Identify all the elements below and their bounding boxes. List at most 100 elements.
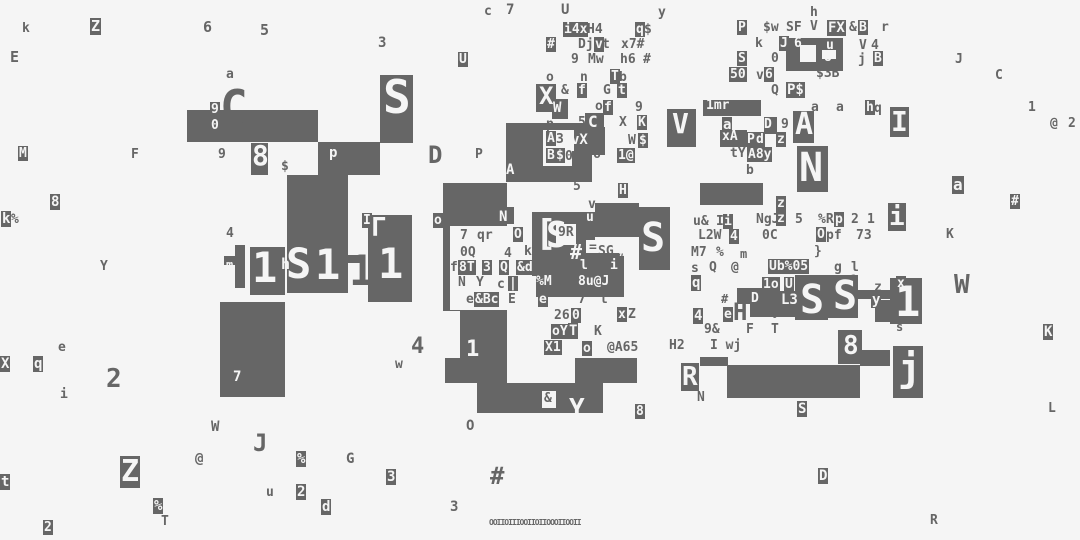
glyph: y [658,5,666,20]
glyph: 1 [895,277,921,326]
dark-block [797,146,828,192]
dark-block [828,275,858,318]
glyph: b [746,163,754,178]
glyph: 5 [578,115,586,130]
glyph: n [580,70,588,85]
glyph: L3 [781,292,798,308]
glyph: 1mr [706,98,730,113]
dark-block [727,365,860,398]
glyph: i [610,258,618,273]
glyph: # [570,246,578,261]
glyph: ? [849,273,858,289]
glyph: z [776,211,786,226]
dark-block [575,358,637,383]
glyph: T [161,514,169,529]
glyph: S [286,239,312,288]
glyph: B [873,51,883,66]
glyph: H4 [587,22,603,37]
glyph: p [546,117,554,132]
glyph: 8 [635,404,645,419]
glyph: %M [536,274,552,289]
glyph: pf [826,228,842,243]
dark-block [251,143,268,175]
glyph: tY [730,146,746,161]
glyph: 5 [260,21,270,39]
glyph: C [995,68,1003,83]
glyph: Q [771,83,779,98]
glyph: D [818,468,829,484]
glyph: 1 [867,212,875,227]
glyph: 9 [635,100,643,115]
glyph: 6d1 [786,243,810,258]
dark-block [536,253,624,297]
dark-block [795,275,828,320]
glyph: C [588,112,598,131]
glyph: a [722,117,733,133]
glyph: 1 [378,239,404,288]
glyph: # [619,245,627,260]
glyph: 8u@J [578,274,610,289]
glyph: d [321,499,332,515]
dark-block [639,207,670,270]
glyph: 7 [506,2,515,18]
glyph: x [896,276,906,291]
glyph: e [723,307,733,322]
glyph: f [577,83,587,98]
glyph: 26 [554,308,570,323]
glyph: o [595,99,603,114]
glyph: e [538,292,548,307]
glyph: 4 [871,38,879,53]
glyph: A [546,131,556,146]
glyph: G [603,83,611,98]
glyph: &z [816,293,832,308]
glyph: 8T [458,260,476,275]
glyph: F [131,147,139,162]
glyph: P$ [786,82,805,98]
dark-block [250,247,285,295]
glyph: 6 [764,67,774,82]
glyph: S [797,401,808,417]
glyph: = [589,240,597,255]
glyph: T [568,323,579,339]
glyph: 9 [218,147,226,162]
glyph: o [546,70,554,85]
glyph: % [296,451,307,467]
glyph: 0C [762,228,778,243]
glyph: 6 [203,18,213,36]
glyph: u [826,38,834,53]
glyph: A [506,162,515,178]
dark-block [187,110,318,142]
glyph: x [617,307,627,322]
glyph: H2 [669,338,685,353]
glyph: v [594,37,604,52]
glyph: I [716,214,724,229]
glyph: A8y [747,147,773,162]
glyph: 9 [571,52,579,67]
glyph: O [466,418,475,434]
glyph: $ [644,22,652,37]
glyph: K [946,227,954,242]
glyph: 9R [558,225,574,240]
dark-block [235,245,245,288]
glyph: a [226,67,234,82]
glyph: K [594,324,602,339]
glyph: r [881,20,889,35]
dark-block [700,357,728,366]
glyph: 5 [573,179,581,194]
glyph: a [836,100,844,115]
dark-block [575,127,605,155]
dark-block [220,302,285,397]
glyph: W [211,419,220,435]
glyph: F [746,322,754,337]
glyph: k [669,240,686,273]
glyph: 3 [450,499,459,515]
glyph: &d [516,260,534,275]
glyph: $3B [816,66,840,81]
glyph: k [22,21,30,36]
dark-block [380,75,413,143]
dark-block [793,111,814,143]
glyph: u [266,485,274,500]
glyph: @ [1050,116,1058,131]
glyph: 3 [556,132,564,147]
glyph: % [716,245,724,260]
